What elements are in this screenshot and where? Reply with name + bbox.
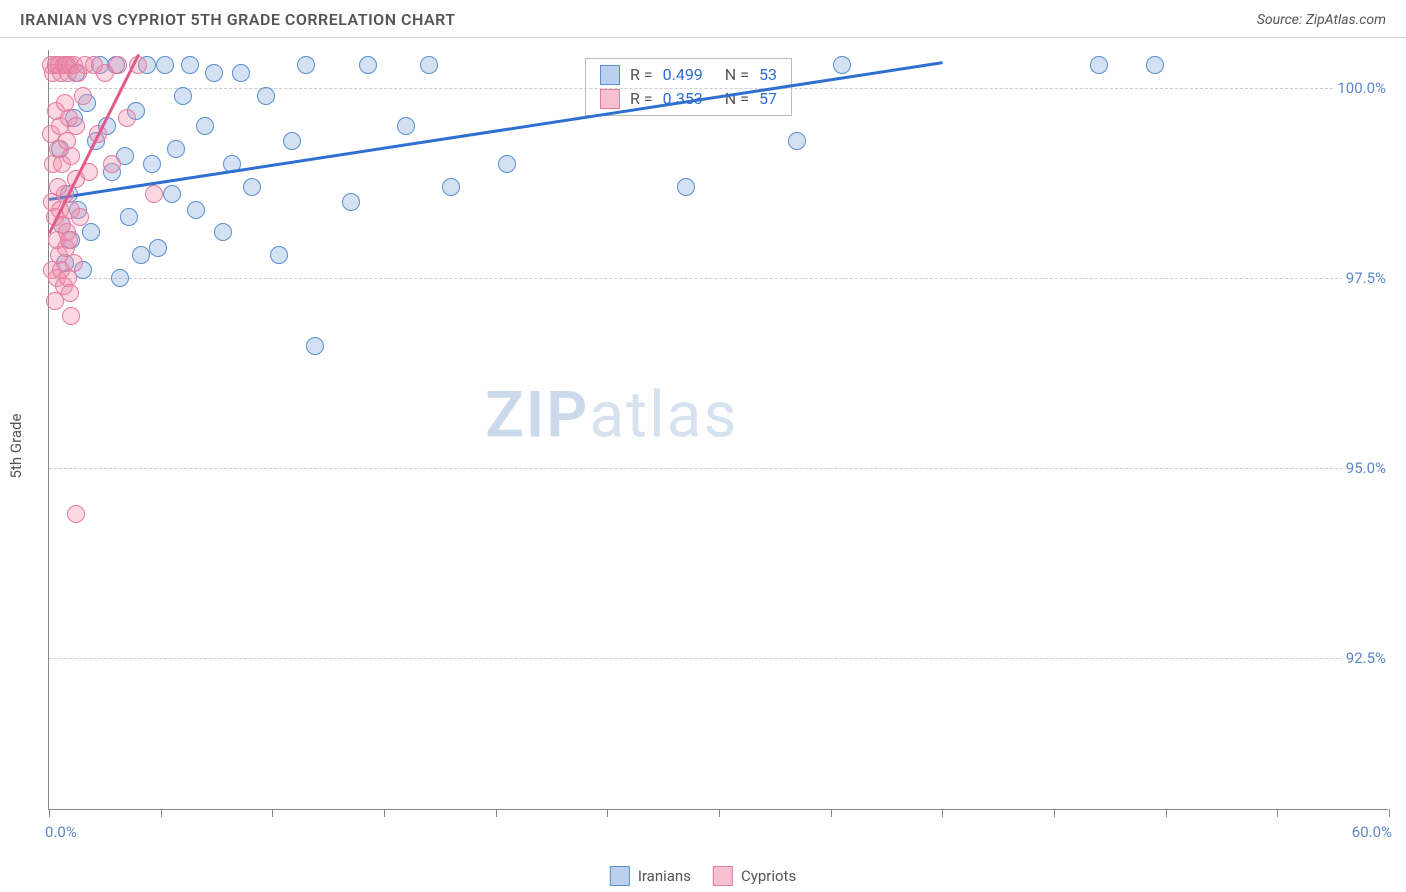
- series-legend: Iranians Cypriots: [610, 866, 796, 886]
- x-tick: [49, 809, 50, 817]
- chart-title: IRANIAN VS CYPRIOT 5TH GRADE CORRELATION…: [20, 10, 456, 29]
- point-iranians: [82, 223, 100, 241]
- trendline-iranians: [49, 61, 943, 200]
- point-cypriots: [74, 87, 92, 105]
- point-iranians: [297, 56, 315, 74]
- x-tick: [496, 809, 497, 817]
- point-cypriots: [109, 56, 127, 74]
- point-iranians: [111, 269, 129, 287]
- x-axis-min-label: 0.0%: [45, 823, 77, 841]
- x-tick: [161, 809, 162, 817]
- stat-r-label: R =: [630, 65, 653, 84]
- x-tick: [607, 809, 608, 817]
- legend-item: Iranians: [610, 866, 691, 886]
- point-iranians: [214, 223, 232, 241]
- y-tick-label: 92.5%: [1342, 649, 1390, 667]
- point-iranians: [205, 64, 223, 82]
- point-cypriots: [103, 155, 121, 173]
- legend-label: Cypriots: [741, 867, 796, 885]
- x-tick: [1054, 809, 1055, 817]
- x-axis-max-label: 60.0%: [1352, 823, 1392, 841]
- point-iranians: [243, 178, 261, 196]
- stat-n-label: N =: [725, 65, 749, 84]
- point-iranians: [342, 193, 360, 211]
- point-iranians: [1146, 56, 1164, 74]
- x-tick: [1277, 809, 1278, 817]
- point-iranians: [163, 185, 181, 203]
- point-iranians: [420, 56, 438, 74]
- point-iranians: [257, 87, 275, 105]
- point-cypriots: [67, 117, 85, 135]
- gridline-h: [49, 658, 1388, 659]
- gridline-h: [49, 88, 1388, 89]
- y-tick-label: 97.5%: [1342, 269, 1390, 287]
- swatch-cypriots-icon: [713, 866, 733, 886]
- point-iranians: [174, 87, 192, 105]
- x-tick: [384, 809, 385, 817]
- point-iranians: [132, 246, 150, 264]
- correlation-stats-box: R =0.499N =53R =0.353N =57: [585, 58, 792, 116]
- point-iranians: [359, 56, 377, 74]
- point-iranians: [149, 239, 167, 257]
- x-tick: [1166, 809, 1167, 817]
- legend-label: Iranians: [638, 867, 691, 885]
- point-iranians: [1090, 56, 1108, 74]
- legend-item: Cypriots: [713, 866, 796, 886]
- point-iranians: [120, 208, 138, 226]
- point-iranians: [306, 337, 324, 355]
- y-axis-label: 5th Grade: [7, 414, 25, 479]
- watermark-logo: ZIPatlas: [485, 377, 738, 452]
- swatch-iranians-icon: [600, 65, 620, 85]
- stats-row: R = 0.499 N = 53: [586, 63, 791, 87]
- point-cypriots: [62, 307, 80, 325]
- point-iranians: [187, 201, 205, 219]
- point-iranians: [283, 132, 301, 150]
- swatch-cypriots-icon: [600, 89, 620, 109]
- point-iranians: [156, 56, 174, 74]
- gridline-h: [49, 278, 1388, 279]
- stat-r-value: 0.499: [663, 65, 703, 84]
- point-cypriots: [71, 208, 89, 226]
- point-cypriots: [61, 284, 79, 302]
- point-iranians: [397, 117, 415, 135]
- source-attribution: Source: ZipAtlas.com: [1257, 12, 1386, 28]
- point-iranians: [788, 132, 806, 150]
- point-iranians: [167, 140, 185, 158]
- point-cypriots: [65, 254, 83, 272]
- chart-header: IRANIAN VS CYPRIOT 5TH GRADE CORRELATION…: [0, 0, 1406, 38]
- scatter-plot-area: ZIPatlas R =0.499N =53R =0.353N =57 0.0%…: [48, 50, 1388, 810]
- x-tick: [1389, 809, 1390, 817]
- point-iranians: [270, 246, 288, 264]
- point-iranians: [232, 64, 250, 82]
- y-tick-label: 95.0%: [1342, 459, 1390, 477]
- gridline-h: [49, 468, 1388, 469]
- point-cypriots: [62, 147, 80, 165]
- swatch-iranians-icon: [610, 866, 630, 886]
- stat-n-value: 53: [759, 65, 777, 84]
- x-tick: [719, 809, 720, 817]
- x-tick: [831, 809, 832, 817]
- point-cypriots: [67, 505, 85, 523]
- x-tick: [272, 809, 273, 817]
- x-tick: [942, 809, 943, 817]
- point-iranians: [442, 178, 460, 196]
- point-cypriots: [145, 185, 163, 203]
- point-iranians: [833, 56, 851, 74]
- point-iranians: [677, 178, 695, 196]
- y-tick-label: 100.0%: [1333, 79, 1390, 97]
- point-cypriots: [60, 231, 78, 249]
- point-iranians: [498, 155, 516, 173]
- point-iranians: [181, 56, 199, 74]
- point-iranians: [196, 117, 214, 135]
- point-iranians: [143, 155, 161, 173]
- point-cypriots: [118, 109, 136, 127]
- stat-n-value: 57: [759, 89, 777, 108]
